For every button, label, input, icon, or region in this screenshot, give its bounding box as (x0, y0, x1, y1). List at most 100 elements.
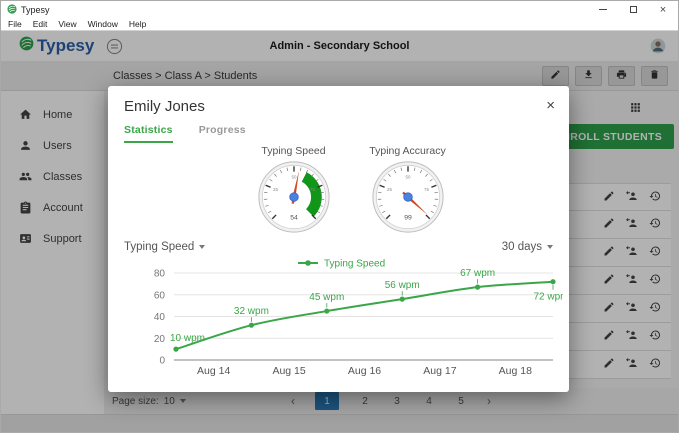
user-icon (19, 139, 32, 152)
row-history-button[interactable] (649, 329, 661, 344)
page-button-4[interactable]: 4 (426, 395, 432, 407)
modal-close-button[interactable]: × (546, 97, 555, 114)
metric-dropdown[interactable]: Typing Speed (124, 241, 206, 253)
row-move-student-button[interactable] (626, 301, 638, 316)
history-icon (649, 245, 661, 260)
close-window-button[interactable]: × (659, 3, 667, 16)
row-edit-button[interactable] (603, 301, 615, 316)
tab-statistics[interactable]: Statistics (124, 124, 173, 143)
menu-window[interactable]: Window (87, 19, 118, 29)
menu-view[interactable]: View (58, 19, 77, 29)
chart-filters: Typing Speed 30 days (108, 241, 569, 253)
edit-icon (603, 301, 615, 316)
sidebar-item-classes[interactable]: Classes (1, 161, 104, 192)
svg-text:67 wpm: 67 wpm (460, 268, 495, 279)
sidebar: Home Users Classes Account Support (1, 91, 104, 432)
maximize-button[interactable] (618, 1, 648, 18)
row-move-student-button[interactable] (626, 329, 638, 344)
history-icon (649, 357, 661, 372)
enroll-students-label: ENROLL STUDENTS (555, 130, 662, 143)
menu-file[interactable]: File (8, 19, 22, 29)
row-move-student-button[interactable] (626, 273, 638, 288)
edit-icon (603, 329, 615, 344)
svg-text:Aug 17: Aug 17 (423, 365, 456, 377)
minimize-button[interactable] (588, 1, 618, 18)
menu-edit[interactable]: Edit (32, 19, 48, 29)
gauges-row: Typing Speed 25 50 75 54 Typing Accuracy 2… (108, 145, 569, 241)
next-page-button[interactable]: › (487, 394, 491, 408)
svg-text:45 wpm: 45 wpm (309, 292, 344, 303)
user-avatar[interactable] (650, 38, 666, 54)
row-move-student-button[interactable] (626, 245, 638, 260)
page-button-5[interactable]: 5 (458, 395, 464, 407)
row-edit-button[interactable] (603, 273, 615, 288)
print-icon (616, 68, 627, 83)
history-icon (649, 301, 661, 316)
edit-icon (603, 273, 615, 288)
sidebar-item-label: Home (43, 108, 73, 121)
page-size-select[interactable]: 10 (164, 396, 186, 407)
grid-view-icon[interactable] (629, 101, 642, 119)
row-edit-button[interactable] (603, 190, 615, 205)
history-icon (649, 273, 661, 288)
sidebar-item-support[interactable]: Support (1, 223, 104, 254)
tab-progress[interactable]: Progress (198, 124, 246, 136)
move-student-icon (626, 217, 638, 232)
row-edit-button[interactable] (603, 357, 615, 372)
typing-accuracy-gauge-title: Typing Accuracy (369, 145, 446, 157)
app-header: Typesy Admin - Secondary School (1, 31, 678, 61)
row-move-student-button[interactable] (626, 217, 638, 232)
svg-text:50: 50 (405, 175, 410, 180)
edit-icon (603, 217, 615, 232)
window-title: Typesy (21, 4, 50, 15)
edit-button[interactable] (542, 65, 569, 86)
row-history-button[interactable] (649, 217, 661, 232)
student-details-modal: Emily Jones × Statistics Progress Typing… (108, 86, 569, 392)
app-icon (7, 3, 17, 16)
sidebar-item-account[interactable]: Account (1, 192, 104, 223)
download-button[interactable] (575, 65, 602, 86)
prev-page-button[interactable]: ‹ (291, 394, 295, 408)
svg-text:Aug 14: Aug 14 (197, 365, 230, 377)
svg-text:25: 25 (387, 187, 392, 192)
page-button-3[interactable]: 3 (394, 395, 400, 407)
brand-text: Typesy (37, 36, 95, 55)
bottom-strip (1, 414, 678, 432)
svg-text:10 wpm: 10 wpm (170, 333, 205, 344)
history-icon (649, 329, 661, 344)
row-history-button[interactable] (649, 357, 661, 372)
history-icon (649, 190, 661, 205)
svg-text:25: 25 (273, 187, 278, 192)
page-button-2[interactable]: 2 (362, 395, 368, 407)
row-edit-button[interactable] (603, 245, 615, 260)
download-icon (583, 68, 594, 83)
breadcrumb[interactable]: Classes > Class A > Students (113, 69, 258, 82)
row-history-button[interactable] (649, 301, 661, 316)
typing-accuracy-gauge: Typing Accuracy 25 50 75 99 (369, 145, 447, 241)
svg-text:60: 60 (154, 290, 166, 301)
page-button-1[interactable]: 1 (315, 392, 339, 410)
breadcrumb-actions (542, 65, 670, 86)
support-icon (19, 232, 32, 245)
row-move-student-button[interactable] (626, 190, 638, 205)
sidebar-item-label: Users (43, 139, 72, 152)
delete-button[interactable] (641, 65, 668, 86)
move-student-icon (626, 301, 638, 316)
svg-text:40: 40 (154, 312, 166, 323)
typing-speed-gauge-title: Typing Speed (261, 145, 326, 157)
row-edit-button[interactable] (603, 217, 615, 232)
row-move-student-button[interactable] (626, 357, 638, 372)
sidebar-item-home[interactable]: Home (1, 99, 104, 130)
row-history-button[interactable] (649, 273, 661, 288)
row-history-button[interactable] (649, 190, 661, 205)
menu-help[interactable]: Help (128, 19, 147, 29)
sidebar-item-label: Support (43, 232, 82, 245)
people-icon (19, 170, 32, 183)
svg-text:99: 99 (404, 214, 412, 221)
row-history-button[interactable] (649, 245, 661, 260)
row-edit-button[interactable] (603, 329, 615, 344)
range-dropdown[interactable]: 30 days (502, 241, 553, 253)
svg-text:Aug 18: Aug 18 (499, 365, 532, 377)
sidebar-item-users[interactable]: Users (1, 130, 104, 161)
print-button[interactable] (608, 65, 635, 86)
